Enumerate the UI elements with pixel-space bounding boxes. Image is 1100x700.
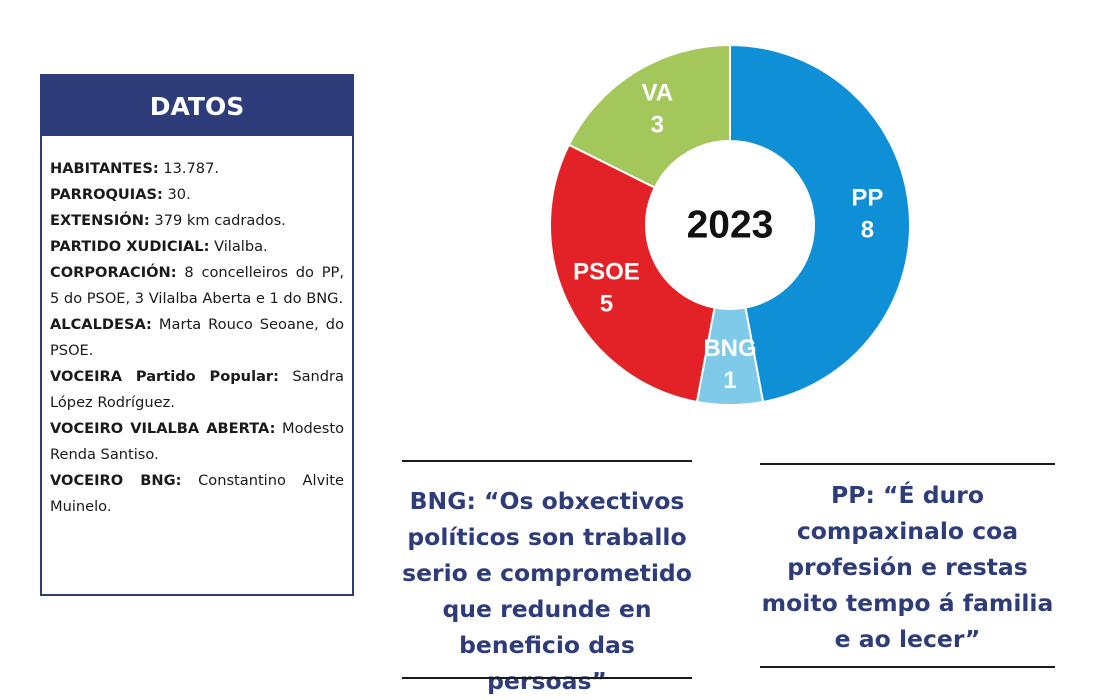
slice-value-bng: 1	[723, 367, 736, 394]
datos-row-voceiro-va: VOCEIRO VILALBA ABERTA: Modesto Renda Sa…	[50, 420, 344, 463]
chart-title: 2023	[687, 203, 774, 246]
datos-list: HABITANTES: 13.787. PARROQUIAS: 30. EXTE…	[42, 136, 352, 520]
donut-slice-pp	[729, 43, 911, 404]
quote-bng-bottom-rule	[402, 677, 692, 679]
slice-value-psoe: 5	[600, 291, 613, 318]
slice-value-pp: 8	[861, 216, 874, 243]
quote-pp-bottom-rule	[760, 666, 1055, 668]
datos-row-parroquias: PARROQUIAS: 30.	[50, 186, 191, 203]
slice-label-pp: PP	[851, 184, 883, 211]
slice-label-va: VA	[642, 80, 674, 107]
datos-row-extension: EXTENSIÓN: 379 km cadrados.	[50, 212, 286, 229]
datos-row-voceira-pp: VOCEIRA Partido Popular: Sandra López Ro…	[50, 368, 344, 411]
datos-row-partido-xudicial: PARTIDO XUDICIAL: Vilalba.	[50, 238, 268, 255]
quote-pp-top-rule	[760, 463, 1055, 465]
quote-pp: PP: “É duro compaxinalo coa profesión e …	[761, 481, 1054, 653]
datos-box: DATOS HABITANTES: 13.787. PARROQUIAS: 30…	[40, 74, 354, 596]
donut-slice-va	[567, 43, 731, 189]
quote-bng-top-rule	[402, 460, 692, 462]
seats-donut-chart: PP 8 BNG 1 PSOE 5 VA 3 2023	[535, 30, 925, 420]
datos-row-alcaldesa: ALCALDESA: Marta Rouco Seoane, do PSOE.	[50, 316, 344, 359]
datos-row-corporacion: CORPORACIÓN: 8 concelleiros do PP, 5 do …	[50, 264, 344, 307]
slice-value-va: 3	[651, 112, 664, 139]
donut-slice-psoe	[549, 143, 716, 404]
datos-row-voceiro-bng: VOCEIRO BNG: Constantino Alvite Muinelo.	[50, 472, 344, 515]
donut-svg: PP 8 BNG 1 PSOE 5 VA 3 2023	[549, 43, 911, 406]
quote-bng: BNG: “Os obxectivos políticos son trabal…	[402, 487, 692, 695]
slice-label-psoe: PSOE	[573, 259, 640, 286]
slice-label-bng: BNG	[703, 335, 756, 362]
datos-row-habitantes: HABITANTES: 13.787.	[50, 160, 220, 177]
datos-title: DATOS	[42, 76, 352, 136]
